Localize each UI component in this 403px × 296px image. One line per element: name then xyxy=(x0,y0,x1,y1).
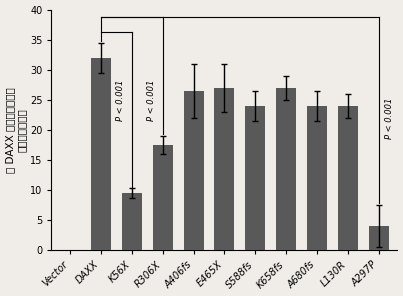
Bar xyxy=(245,106,266,250)
Y-axis label: 有 DAXX 在卡卡哈尔小体
的细胞的百分比: 有 DAXX 在卡卡哈尔小体 的细胞的百分比 xyxy=(6,87,27,173)
Bar xyxy=(276,88,296,250)
Text: P < 0.001: P < 0.001 xyxy=(385,97,394,139)
Bar xyxy=(307,106,327,250)
Bar xyxy=(214,88,235,250)
Bar xyxy=(153,145,173,250)
Text: P < 0.001: P < 0.001 xyxy=(116,79,125,120)
Bar xyxy=(369,226,389,250)
Bar xyxy=(122,193,142,250)
Bar xyxy=(183,91,204,250)
Text: P < 0.001: P < 0.001 xyxy=(147,79,156,120)
Bar xyxy=(91,58,111,250)
Bar xyxy=(338,106,358,250)
